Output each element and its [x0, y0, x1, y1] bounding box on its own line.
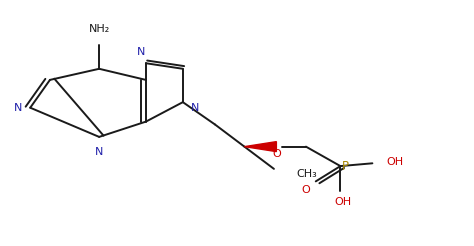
Text: N: N	[191, 103, 200, 113]
Text: NH₂: NH₂	[89, 24, 110, 34]
Polygon shape	[245, 142, 276, 152]
Text: OH: OH	[334, 197, 351, 207]
Text: CH₃: CH₃	[296, 169, 317, 179]
Text: O: O	[301, 185, 310, 195]
Text: O: O	[272, 149, 281, 159]
Text: N: N	[95, 147, 103, 157]
Text: P: P	[342, 160, 349, 173]
Text: OH: OH	[386, 157, 403, 167]
Text: N: N	[14, 103, 22, 113]
Text: N: N	[137, 47, 145, 57]
